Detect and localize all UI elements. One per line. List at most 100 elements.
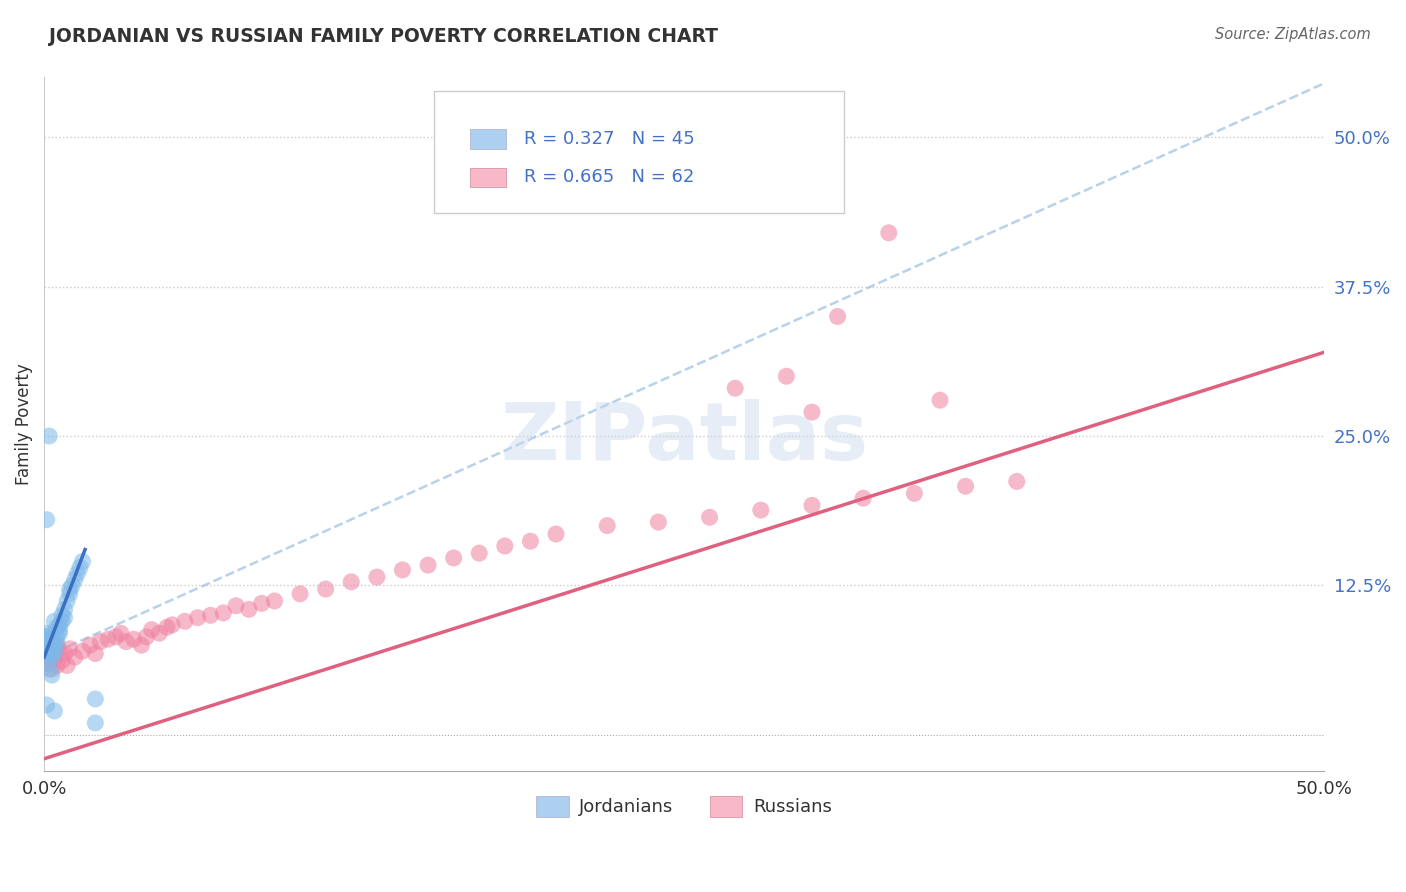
Text: ZIPatlas: ZIPatlas	[501, 399, 868, 477]
Point	[519, 534, 541, 549]
Point	[44, 647, 66, 661]
Text: JORDANIAN VS RUSSIAN FAMILY POVERTY CORRELATION CHART: JORDANIAN VS RUSSIAN FAMILY POVERTY CORR…	[49, 27, 718, 45]
Point	[416, 558, 439, 573]
Point	[41, 662, 63, 676]
Point	[801, 405, 824, 419]
Text: Source: ZipAtlas.com: Source: ZipAtlas.com	[1215, 27, 1371, 42]
Text: R = 0.327   N = 45: R = 0.327 N = 45	[524, 130, 695, 148]
Point	[340, 574, 363, 589]
Point	[45, 620, 67, 634]
Point	[56, 594, 79, 608]
Point	[69, 560, 91, 574]
Point	[35, 656, 58, 670]
Point	[56, 658, 79, 673]
Point	[35, 634, 58, 648]
Point	[775, 369, 797, 384]
Point	[38, 662, 60, 676]
Point	[35, 647, 58, 661]
Legend: Jordanians, Russians: Jordanians, Russians	[529, 789, 839, 824]
Point	[141, 623, 163, 637]
Point	[48, 623, 70, 637]
Point	[38, 637, 60, 651]
Point	[35, 698, 58, 712]
FancyBboxPatch shape	[434, 91, 844, 212]
Point	[115, 634, 138, 648]
Point	[45, 630, 67, 644]
Point	[443, 550, 465, 565]
Point	[51, 654, 73, 668]
Point	[53, 647, 76, 661]
Point	[41, 638, 63, 652]
Point	[250, 596, 273, 610]
Point	[647, 515, 669, 529]
Point	[38, 641, 60, 656]
Point	[225, 599, 247, 613]
Point	[45, 636, 67, 650]
Point	[801, 499, 824, 513]
Point	[122, 632, 145, 647]
Point	[148, 626, 170, 640]
Point	[72, 644, 94, 658]
Point	[1005, 475, 1028, 489]
Point	[38, 656, 60, 670]
Point	[41, 650, 63, 665]
Point	[48, 618, 70, 632]
Point	[156, 620, 179, 634]
Point	[38, 429, 60, 443]
Point	[110, 626, 132, 640]
Point	[955, 479, 977, 493]
Point	[263, 594, 285, 608]
Point	[60, 578, 83, 592]
Point	[59, 587, 82, 601]
Point	[63, 573, 86, 587]
Point	[288, 587, 311, 601]
Point	[187, 610, 209, 624]
Bar	[470, 129, 506, 149]
Point	[44, 615, 66, 629]
Point	[41, 640, 63, 655]
Point	[173, 615, 195, 629]
Point	[53, 610, 76, 624]
Point	[38, 629, 60, 643]
Y-axis label: Family Poverty: Family Poverty	[15, 363, 32, 485]
Point	[51, 615, 73, 629]
Point	[48, 626, 70, 640]
Point	[89, 634, 111, 648]
Point	[724, 381, 747, 395]
Point	[35, 626, 58, 640]
Point	[41, 668, 63, 682]
Point	[135, 630, 157, 644]
Point	[35, 630, 58, 644]
Point	[44, 650, 66, 665]
Point	[53, 602, 76, 616]
Point	[45, 638, 67, 652]
Point	[45, 658, 67, 673]
Point	[366, 570, 388, 584]
Point	[238, 602, 260, 616]
Point	[104, 630, 127, 644]
Point	[200, 608, 222, 623]
Point	[596, 518, 619, 533]
Point	[48, 644, 70, 658]
Text: R = 0.665   N = 62: R = 0.665 N = 62	[524, 169, 695, 186]
Point	[38, 633, 60, 648]
Point	[315, 582, 337, 596]
Point	[44, 634, 66, 648]
Point	[84, 647, 107, 661]
Point	[38, 647, 60, 661]
Point	[84, 692, 107, 706]
Point	[131, 638, 153, 652]
Point	[38, 641, 60, 656]
Point	[391, 563, 413, 577]
Point	[66, 566, 89, 581]
Point	[44, 641, 66, 656]
Point	[51, 608, 73, 623]
Point	[97, 632, 120, 647]
Point	[44, 704, 66, 718]
Point	[749, 503, 772, 517]
Point	[79, 638, 101, 652]
Point	[929, 393, 952, 408]
Point	[544, 527, 567, 541]
Point	[72, 555, 94, 569]
Point	[35, 513, 58, 527]
